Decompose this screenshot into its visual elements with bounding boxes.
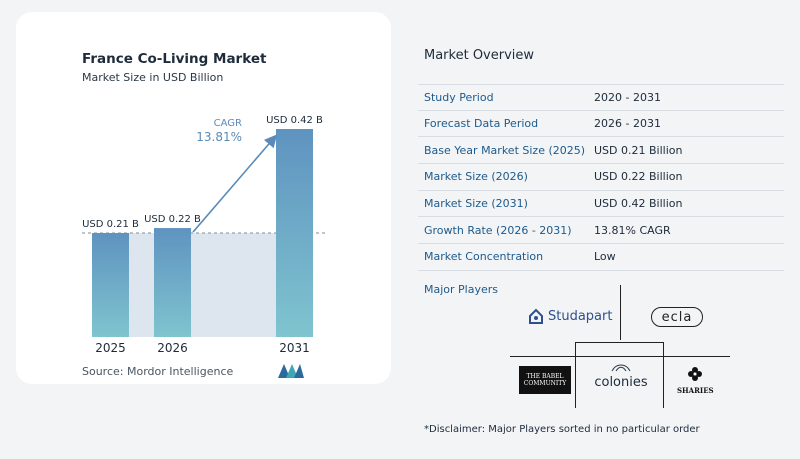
player-name: THE BABEL COMMUNITY	[523, 373, 567, 387]
data-label: USD 0.42 B	[266, 115, 323, 126]
divider	[510, 356, 730, 357]
house-icon	[529, 308, 543, 324]
flower-icon	[688, 367, 702, 381]
row-label: Growth Rate (2026 - 2031)	[424, 223, 572, 237]
row-label: Forecast Data Period	[424, 117, 539, 131]
chart-title: France Co-Living Market	[82, 51, 267, 67]
cagr-value: 13.81%	[196, 130, 242, 144]
player-babel-community: THE BABEL COMMUNITY	[519, 366, 571, 394]
x-tick-label: 2026	[157, 341, 188, 355]
player-colonies: colonies	[593, 358, 649, 390]
table-row: Market Size (2031) USD 0.42 Billion	[418, 191, 784, 218]
overview-table: Study Period 2020 - 2031 Forecast Data Pe…	[418, 84, 784, 271]
table-row: Growth Rate (2026 - 2031) 13.81% CAGR	[418, 217, 784, 245]
overview-title: Market Overview	[424, 48, 535, 63]
row-value: USD 0.22 Billion	[594, 170, 683, 184]
x-tick-label: 2025	[95, 341, 126, 355]
bar	[154, 228, 191, 337]
player-studapart: Studapart	[528, 308, 612, 324]
divider	[620, 285, 621, 340]
source-note: Source: Mordor Intelligence	[82, 365, 234, 378]
table-row: Forecast Data Period 2026 - 2031	[418, 111, 784, 138]
player-name: ecla	[661, 309, 693, 325]
bar	[92, 233, 129, 337]
players-title: Major Players	[424, 283, 498, 296]
bar	[276, 129, 313, 337]
row-value: 2026 - 2031	[594, 117, 661, 131]
colonies-logo-icon	[611, 364, 631, 372]
player-name: SHARIES	[677, 386, 714, 395]
row-label: Base Year Market Size (2025)	[424, 143, 586, 157]
player-name: colonies	[594, 375, 648, 390]
table-row: Base Year Market Size (2025) USD 0.21 Bil…	[418, 137, 784, 165]
row-value: USD 0.42 Billion	[594, 197, 683, 211]
table-row: Study Period 2020 - 2031	[418, 84, 784, 111]
bar-chart: USD 0.21 B 2025 USD 0.22 B 2026 USD 0.42 B 20…	[82, 115, 328, 355]
divider	[575, 342, 576, 408]
row-value: 13.81% CAGR	[594, 223, 671, 237]
divider	[575, 342, 664, 343]
row-label: Study Period	[424, 90, 494, 104]
row-label: Market Size (2031)	[424, 197, 528, 211]
divider	[663, 342, 664, 408]
row-label: Market Size (2026)	[424, 170, 528, 184]
data-label: USD 0.21 B	[82, 219, 139, 230]
player-name: Studapart	[548, 308, 613, 324]
cagr-arrow	[192, 134, 278, 233]
player-sharies: SHARIES	[677, 366, 714, 395]
table-row: Market Size (2026) USD 0.22 Billion	[418, 164, 784, 191]
x-tick-label: 2031	[279, 341, 310, 355]
data-label: USD 0.22 B	[144, 214, 201, 225]
cagr-label: CAGR	[214, 118, 242, 129]
row-value: USD 0.21 Billion	[594, 143, 683, 157]
mordor-logo-icon	[278, 364, 304, 378]
row-value: 2020 - 2031	[594, 90, 661, 104]
player-ecla: ecla	[651, 307, 703, 327]
disclaimer: *Disclaimer: Major Players sorted in no …	[424, 424, 700, 435]
chart-subtitle: Market Size in USD Billion	[82, 71, 224, 84]
table-row: Market Concentration Low	[418, 244, 784, 271]
row-label: Market Concentration	[424, 250, 544, 264]
row-value: Low	[594, 250, 616, 264]
